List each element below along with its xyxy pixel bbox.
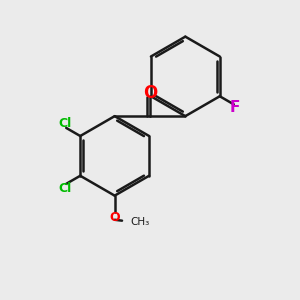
Text: CH₃: CH₃ [131, 217, 150, 227]
Text: Cl: Cl [58, 182, 71, 195]
Text: O: O [110, 211, 120, 224]
Text: F: F [230, 100, 240, 116]
Text: Cl: Cl [58, 117, 71, 130]
Text: O: O [143, 84, 157, 102]
